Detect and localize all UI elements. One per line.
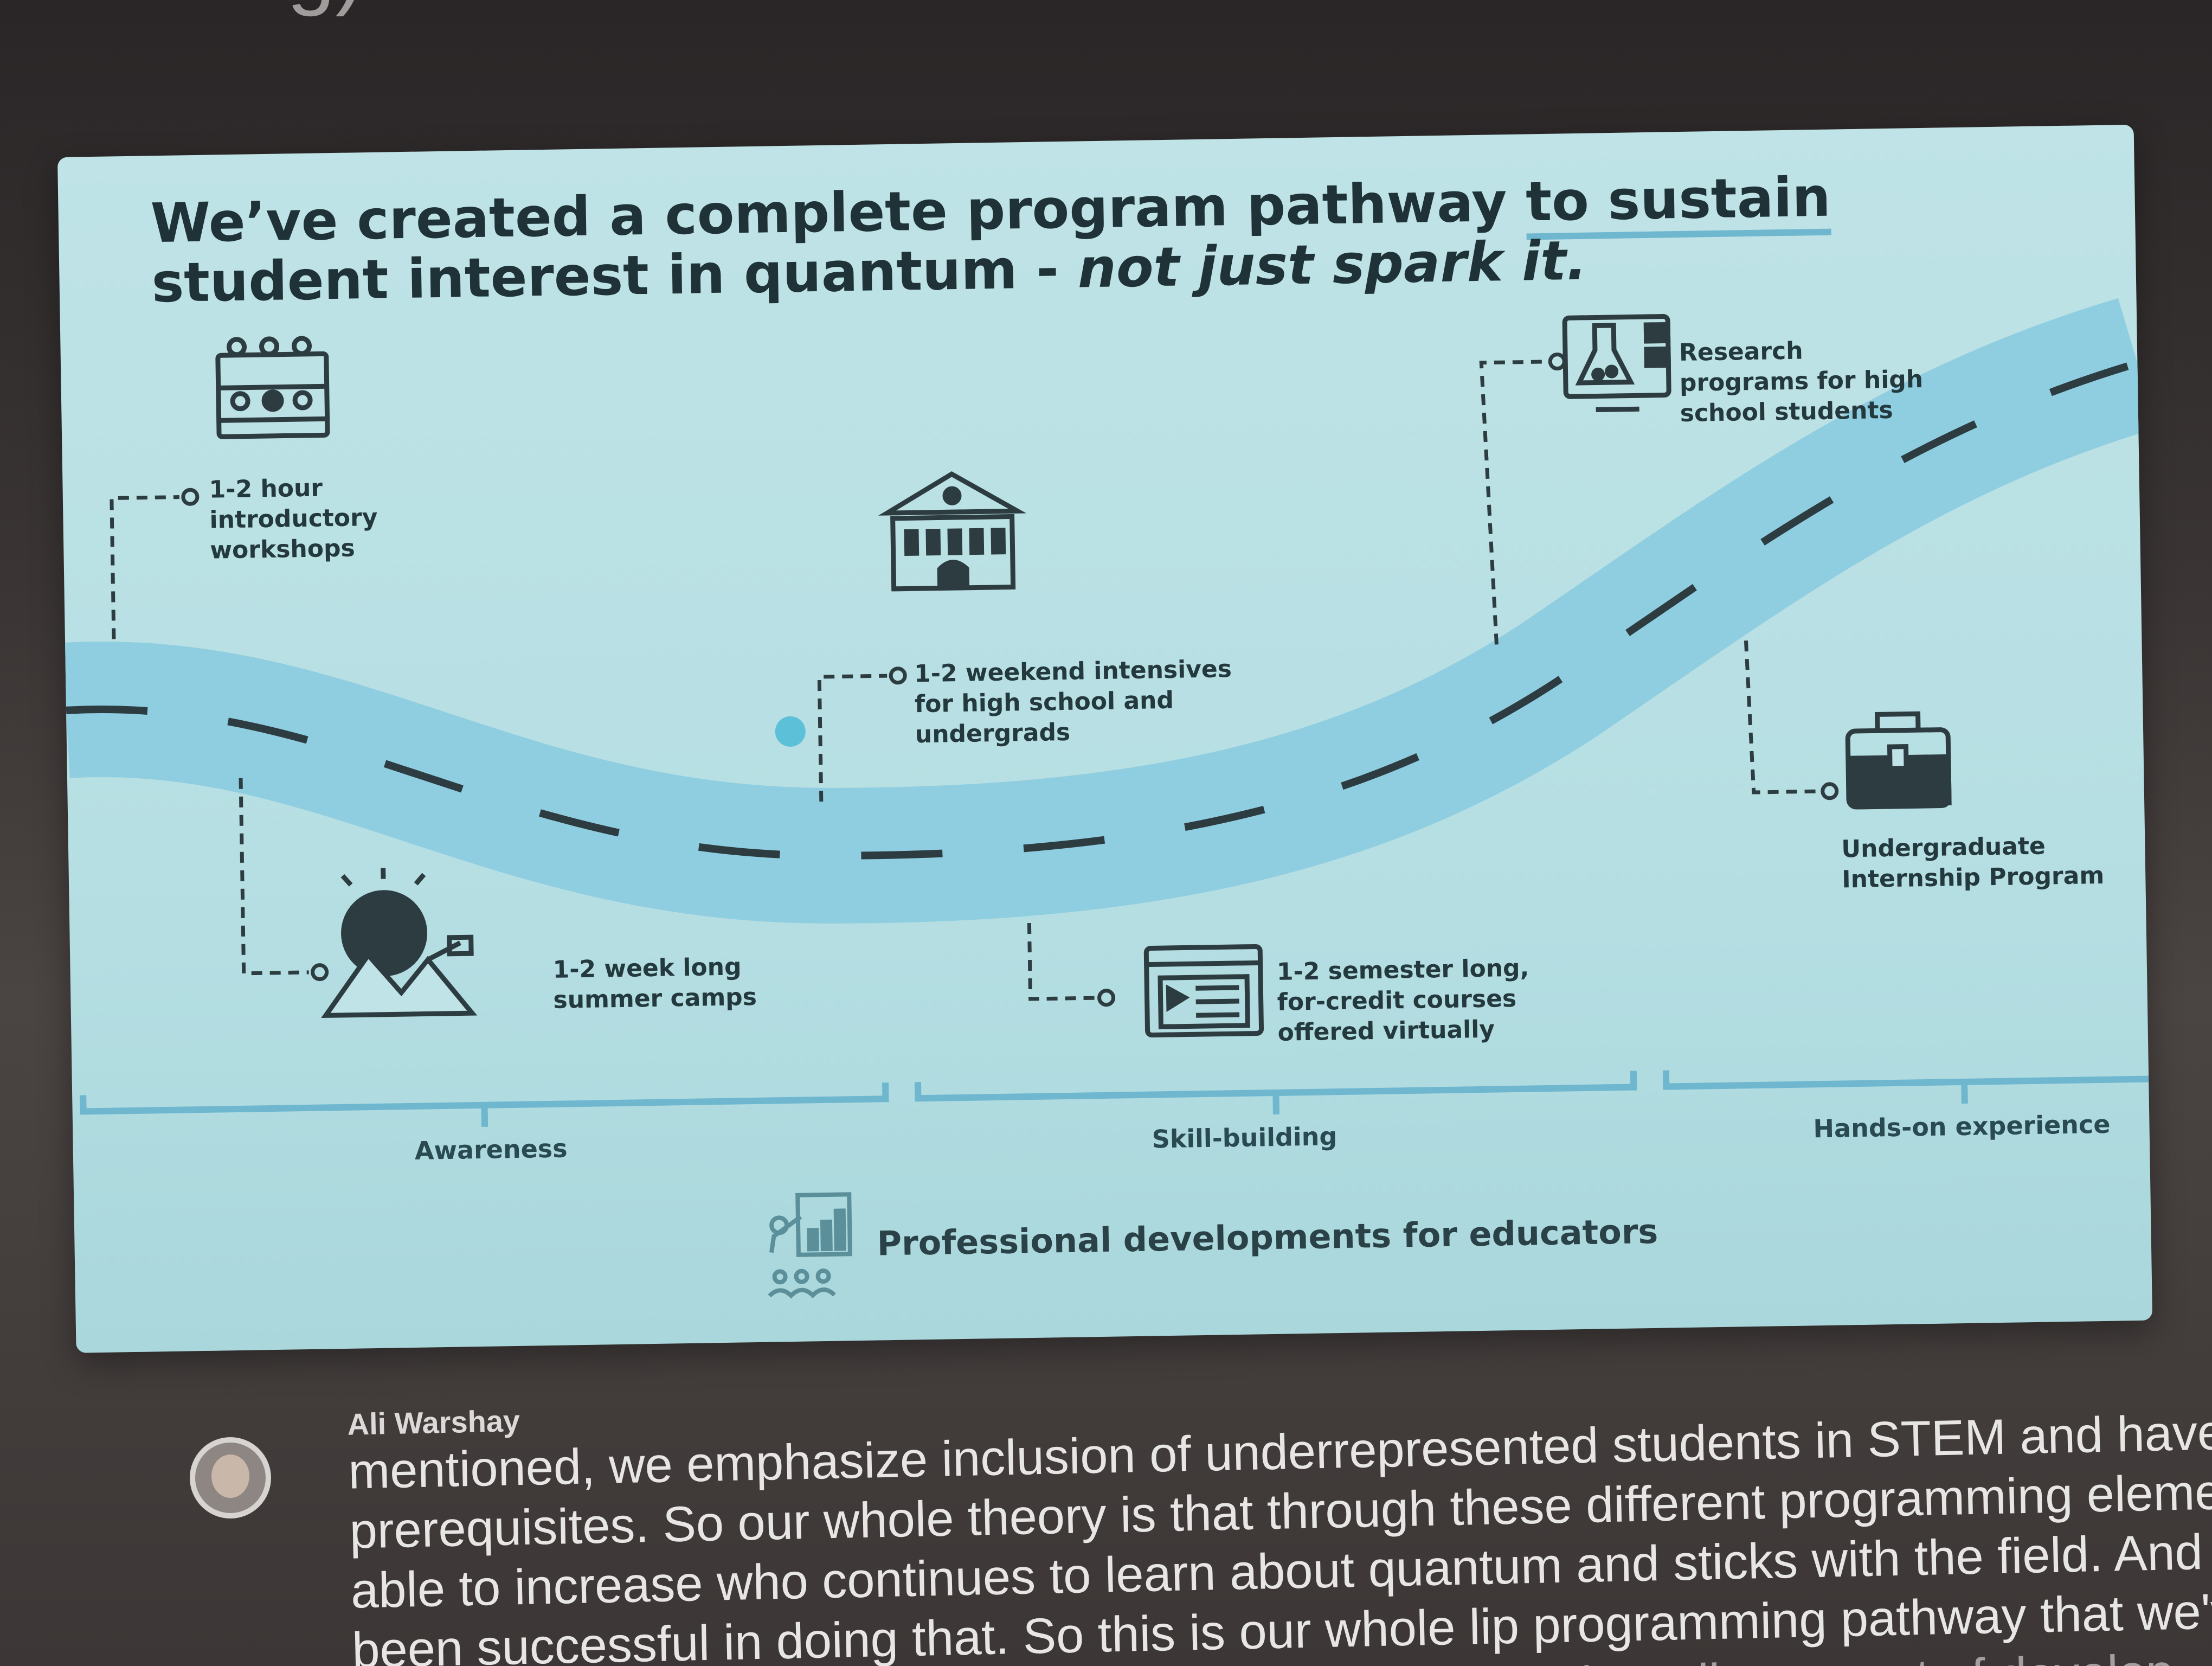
pathway-road (62, 298, 2153, 924)
connector-research (1479, 360, 1547, 645)
stage-hands-on-experience: Hands-on experience (1813, 1109, 2111, 1144)
step-label-semester-courses: 1-2 semester long, for-credit courses of… (1276, 954, 1529, 1047)
classroom-icon (215, 336, 330, 439)
connector-camps (239, 778, 309, 976)
headline-italic: not just spark it. (1077, 228, 1587, 300)
stage-awareness: Awareness (414, 1133, 568, 1165)
briefcase-icon (1845, 711, 1952, 810)
university-building-icon (878, 471, 1027, 592)
mountain-sun-icon (321, 868, 478, 1018)
step-label-research-programs: Research programs for high school studen… (1679, 337, 1924, 428)
step-label-summer-camps: 1-2 week long summer camps (552, 953, 757, 1014)
presentation-slide: We’ve created a complete program pathway… (57, 124, 2153, 1353)
speaker-avatar (190, 1437, 271, 1518)
stage-skill-building: Skill-building (1152, 1122, 1338, 1154)
step-label-workshops: 1-2 hour introductory workshops (209, 474, 378, 565)
bracket-hands-on (1662, 1061, 2153, 1090)
pathway-diagram (62, 298, 2153, 1299)
connector-semester (1027, 922, 1096, 1001)
caption-transcript: Ali Warshay mentioned, we emphasize incl… (184, 1367, 2212, 1666)
educator-presentation-icon (768, 1192, 853, 1299)
connector-workshops (110, 495, 179, 639)
connector-internship (1744, 640, 1819, 794)
pathway-marker-dot (775, 716, 806, 747)
step-label-weekend-intensives: 1-2 weekend intensives for high school a… (914, 655, 1232, 749)
lab-flask-icon (1562, 314, 1671, 412)
pathway-centerline (66, 360, 2139, 860)
truncated-header-text: resenting) (0, 0, 364, 18)
video-course-icon (1143, 944, 1264, 1037)
step-label-internship: Undergraduate Internship Program (1841, 832, 2105, 894)
connector-weekend (817, 674, 888, 802)
